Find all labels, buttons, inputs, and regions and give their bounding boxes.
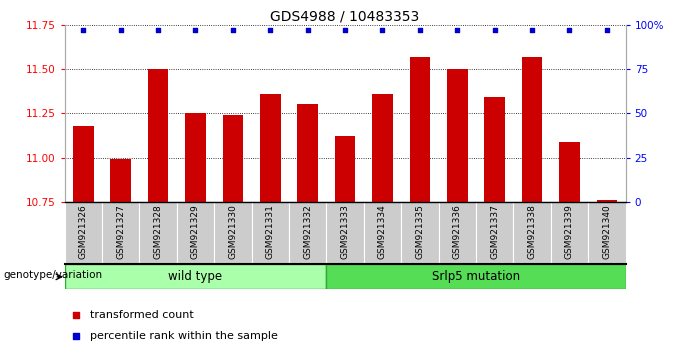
Bar bbox=[439, 202, 476, 264]
Point bbox=[227, 27, 238, 33]
Bar bbox=[335, 136, 356, 202]
Bar bbox=[364, 202, 401, 264]
Bar bbox=[409, 57, 430, 202]
Text: percentile rank within the sample: percentile rank within the sample bbox=[90, 331, 277, 341]
Text: GSM921335: GSM921335 bbox=[415, 204, 424, 259]
Text: GSM921336: GSM921336 bbox=[453, 204, 462, 259]
Title: GDS4988 / 10483353: GDS4988 / 10483353 bbox=[271, 10, 420, 24]
Bar bbox=[252, 202, 289, 264]
Text: GSM921330: GSM921330 bbox=[228, 204, 237, 259]
Bar bbox=[372, 94, 393, 202]
Bar bbox=[401, 202, 439, 264]
Text: GSM921331: GSM921331 bbox=[266, 204, 275, 259]
Text: GSM921326: GSM921326 bbox=[79, 204, 88, 259]
Bar bbox=[588, 202, 626, 264]
Point bbox=[115, 27, 126, 33]
Bar bbox=[102, 202, 139, 264]
Bar bbox=[596, 200, 617, 202]
Text: GSM921327: GSM921327 bbox=[116, 204, 125, 259]
Bar bbox=[65, 202, 102, 264]
Bar bbox=[513, 202, 551, 264]
Bar bbox=[476, 202, 513, 264]
Bar bbox=[326, 264, 626, 289]
Bar bbox=[559, 142, 580, 202]
Text: GSM921328: GSM921328 bbox=[154, 204, 163, 259]
Point bbox=[489, 27, 500, 33]
Bar bbox=[551, 202, 588, 264]
Bar bbox=[139, 202, 177, 264]
Bar bbox=[326, 202, 364, 264]
Bar bbox=[447, 69, 468, 202]
Text: wild type: wild type bbox=[169, 270, 222, 282]
Point bbox=[190, 27, 201, 33]
Text: GSM921329: GSM921329 bbox=[191, 204, 200, 259]
Point bbox=[70, 333, 82, 339]
Point bbox=[414, 27, 425, 33]
Point bbox=[452, 27, 462, 33]
Bar bbox=[522, 57, 543, 202]
Text: GSM921334: GSM921334 bbox=[378, 204, 387, 259]
Text: GSM921333: GSM921333 bbox=[341, 204, 350, 259]
Point bbox=[526, 27, 537, 33]
Bar bbox=[110, 159, 131, 202]
Bar bbox=[222, 115, 243, 202]
Bar bbox=[214, 202, 252, 264]
Text: transformed count: transformed count bbox=[90, 310, 194, 320]
Point bbox=[302, 27, 313, 33]
Point bbox=[265, 27, 275, 33]
Point bbox=[564, 27, 575, 33]
Point bbox=[601, 27, 612, 33]
Point bbox=[339, 27, 350, 33]
Text: Srlp5 mutation: Srlp5 mutation bbox=[432, 270, 520, 282]
Text: GSM921339: GSM921339 bbox=[565, 204, 574, 259]
Bar bbox=[484, 97, 505, 202]
Bar bbox=[260, 94, 281, 202]
Bar bbox=[297, 104, 318, 202]
Bar bbox=[289, 202, 326, 264]
Bar bbox=[148, 69, 169, 202]
Point bbox=[377, 27, 388, 33]
Text: genotype/variation: genotype/variation bbox=[3, 270, 103, 280]
Text: GSM921337: GSM921337 bbox=[490, 204, 499, 259]
Text: GSM921338: GSM921338 bbox=[528, 204, 537, 259]
Text: GSM921332: GSM921332 bbox=[303, 204, 312, 259]
Bar bbox=[73, 126, 94, 202]
Bar bbox=[177, 202, 214, 264]
Text: GSM921340: GSM921340 bbox=[602, 204, 611, 259]
Bar bbox=[65, 264, 326, 289]
Bar bbox=[185, 113, 206, 202]
Point bbox=[70, 312, 82, 318]
Point bbox=[78, 27, 88, 33]
Point bbox=[152, 27, 163, 33]
